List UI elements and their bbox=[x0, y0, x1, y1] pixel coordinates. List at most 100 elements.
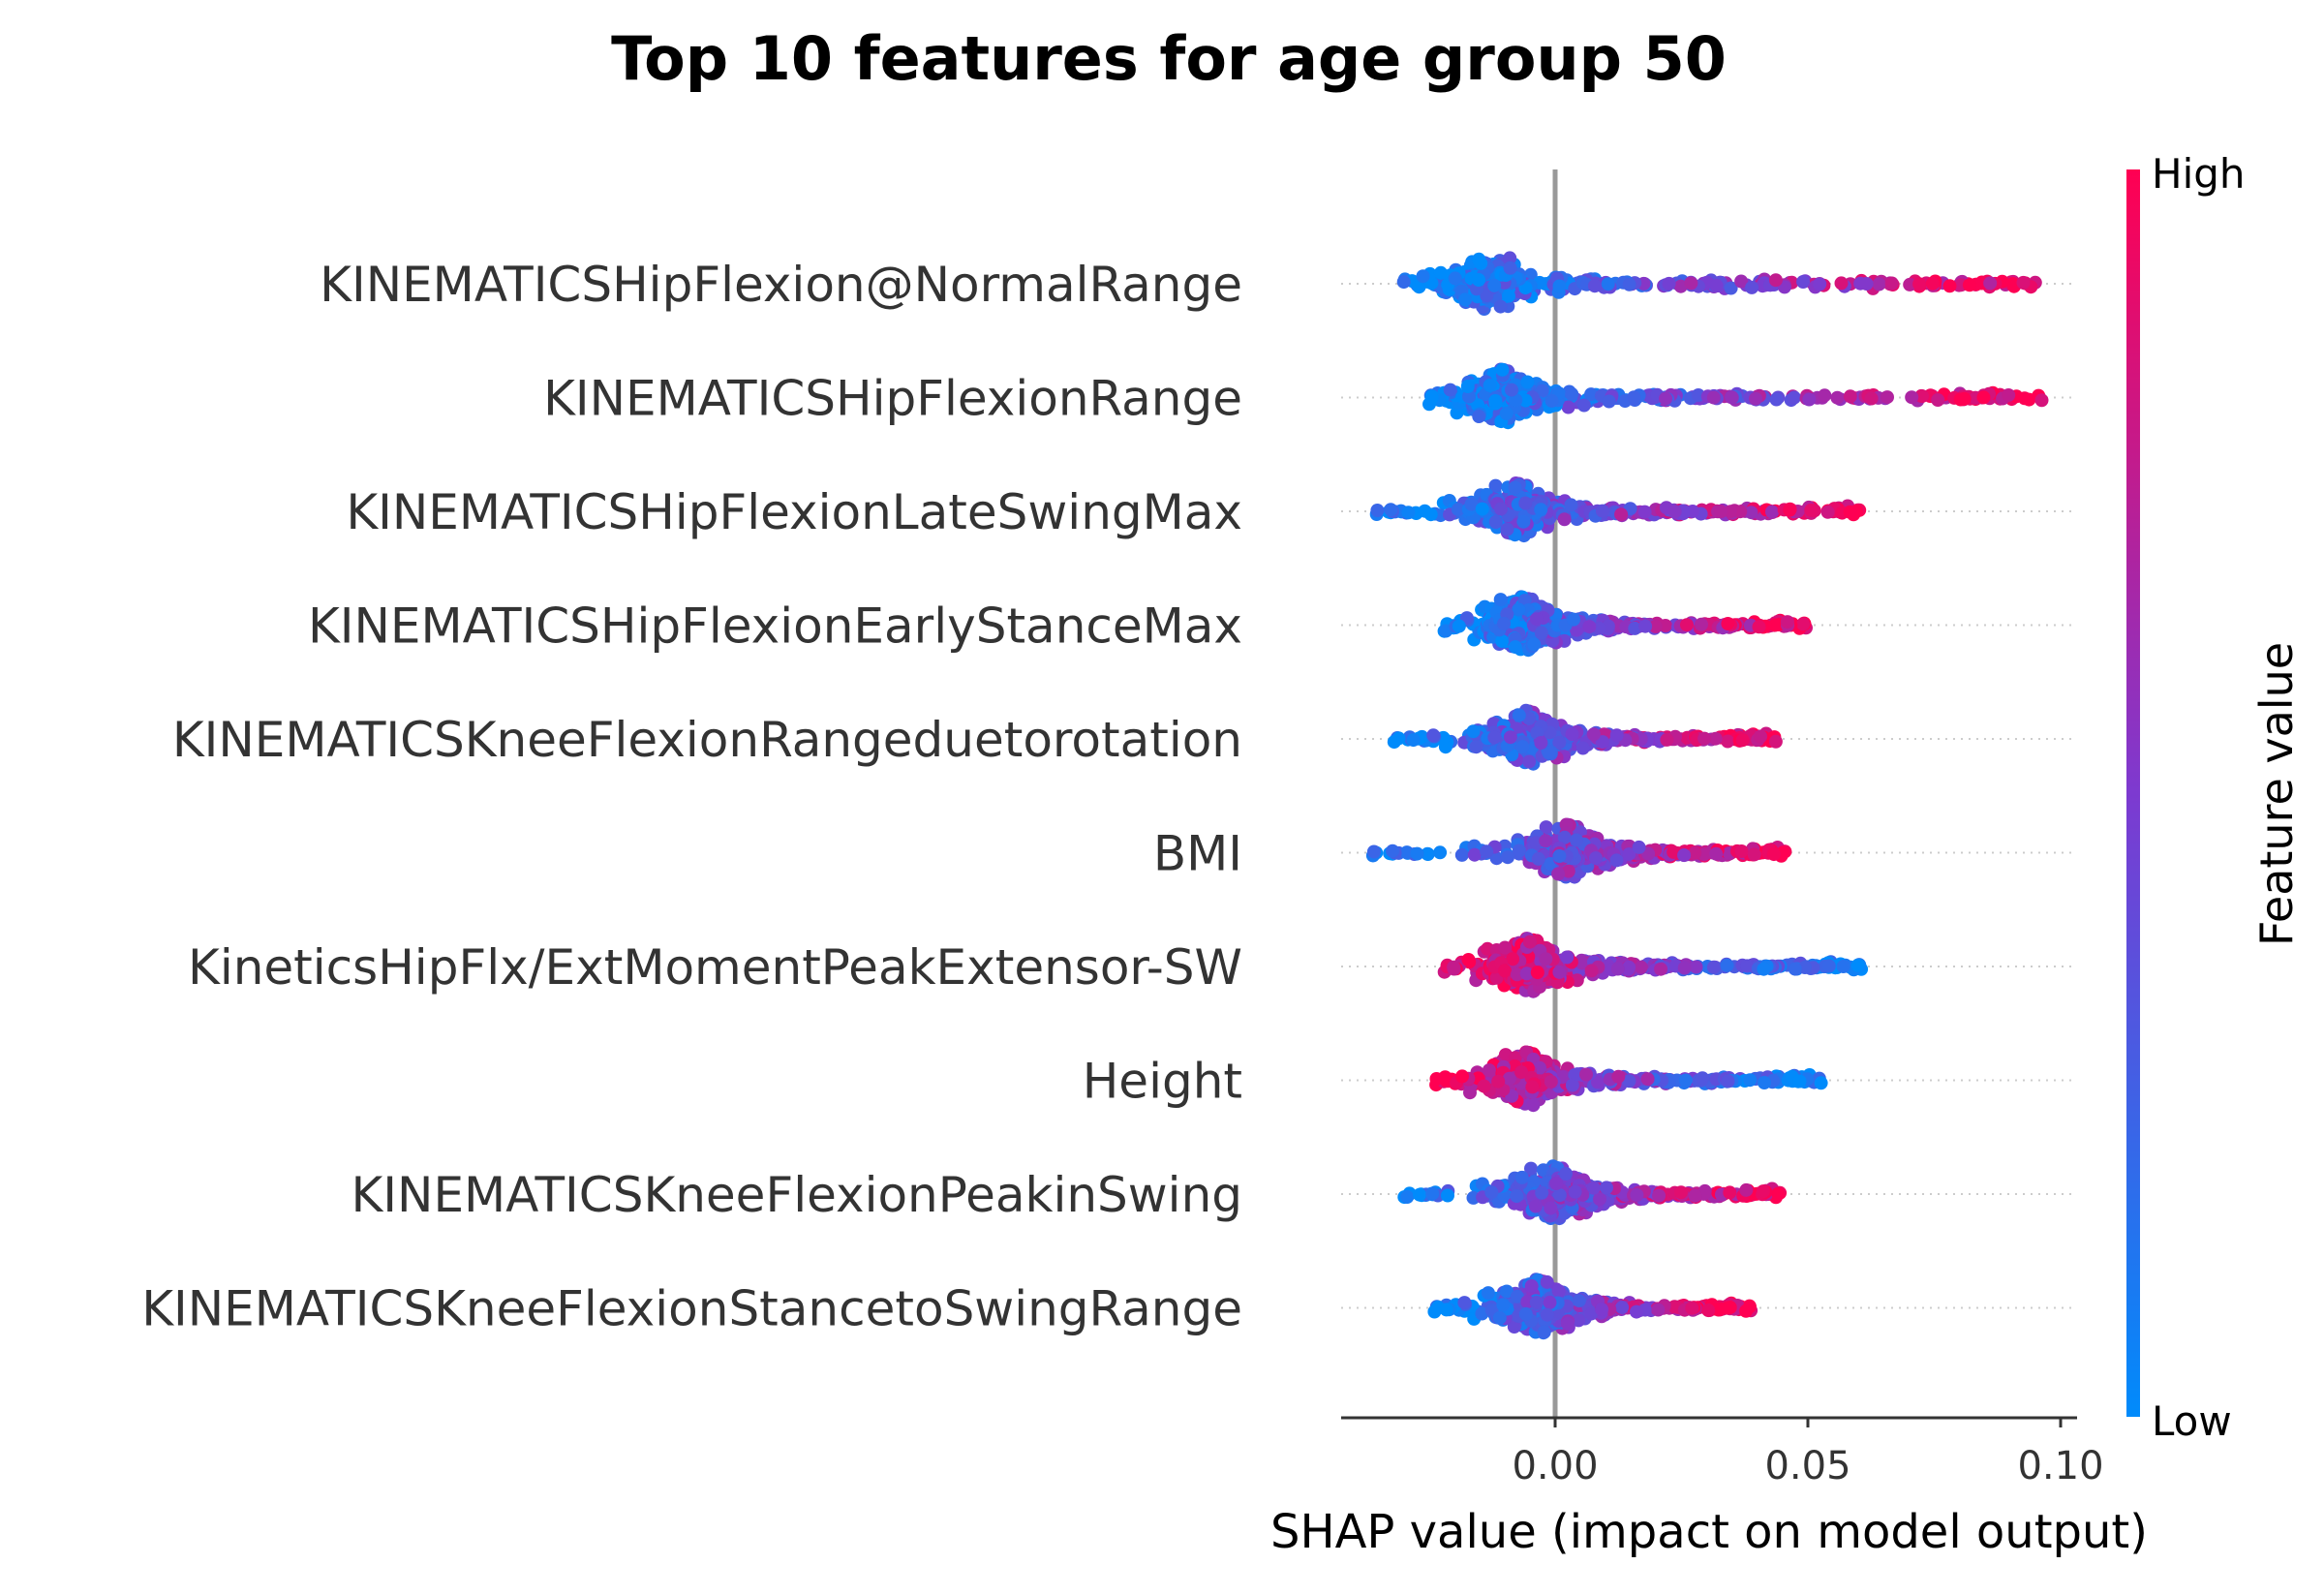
shap-point bbox=[1433, 265, 1448, 280]
shap-point bbox=[1674, 1185, 1688, 1200]
shap-point bbox=[1614, 507, 1629, 522]
shap-point bbox=[1552, 279, 1567, 293]
shap-point bbox=[1721, 617, 1735, 630]
shap-point bbox=[1475, 502, 1489, 516]
shap-point bbox=[1462, 389, 1476, 404]
shap-point bbox=[1659, 391, 1672, 406]
shap-point bbox=[1527, 637, 1542, 652]
shap-point bbox=[1850, 958, 1865, 972]
shap-point bbox=[1503, 251, 1517, 265]
shap-point bbox=[1461, 953, 1476, 966]
shap-point bbox=[1714, 505, 1728, 519]
shap-point bbox=[1804, 503, 1819, 517]
shap-point bbox=[1467, 847, 1482, 862]
shap-point bbox=[1834, 276, 1849, 291]
shap-point bbox=[1426, 728, 1441, 743]
shap-point bbox=[1586, 727, 1601, 742]
shap-point bbox=[1739, 1182, 1754, 1197]
shap-point bbox=[1766, 847, 1781, 862]
shap-point bbox=[1912, 277, 1927, 291]
shap-point bbox=[1611, 1069, 1626, 1084]
shap-point bbox=[1503, 261, 1517, 275]
shap-point bbox=[1460, 380, 1475, 393]
shap-point bbox=[1697, 731, 1712, 746]
shap-point bbox=[1370, 504, 1385, 517]
shap-point bbox=[1406, 733, 1421, 748]
shap-point bbox=[1720, 958, 1734, 972]
shap-point bbox=[1677, 848, 1692, 863]
beeswarm-points bbox=[1365, 251, 2049, 1340]
shap-point bbox=[1610, 962, 1625, 976]
shap-point bbox=[1769, 392, 1784, 407]
shap-point bbox=[1466, 724, 1481, 739]
shap-point bbox=[1526, 1098, 1541, 1113]
shap-point bbox=[1630, 1188, 1644, 1202]
shap-point bbox=[1575, 741, 1590, 755]
shap-point bbox=[1962, 278, 1976, 292]
shap-point bbox=[1505, 383, 1518, 397]
shap-point bbox=[1549, 1177, 1564, 1190]
shap-point bbox=[1480, 844, 1494, 859]
shap-point bbox=[1734, 844, 1749, 858]
shap-point bbox=[1627, 390, 1641, 405]
shap-point bbox=[1706, 390, 1721, 405]
shap-point bbox=[2016, 275, 2031, 290]
shap-point bbox=[1425, 1186, 1440, 1201]
shap-point bbox=[1515, 740, 1530, 754]
shap-point bbox=[1561, 400, 1575, 414]
shap-point bbox=[1638, 619, 1653, 633]
shap-point bbox=[1557, 512, 1572, 527]
shap-point bbox=[1522, 935, 1537, 949]
shap-point bbox=[1843, 389, 1857, 404]
shap-point bbox=[1584, 964, 1599, 978]
shap-point bbox=[1520, 375, 1535, 389]
shap-point bbox=[1560, 950, 1575, 965]
shap-point bbox=[1747, 847, 1761, 862]
shap-point bbox=[1509, 393, 1523, 408]
shap-point bbox=[1501, 850, 1514, 865]
shap-point bbox=[1678, 1073, 1693, 1088]
shap-point bbox=[1534, 503, 1548, 517]
shap-point bbox=[1771, 1186, 1786, 1201]
shap-point bbox=[1749, 391, 1762, 406]
shap-point bbox=[1539, 952, 1553, 966]
shap-point bbox=[1455, 1069, 1469, 1084]
shap-point bbox=[1931, 393, 1945, 407]
shap-point bbox=[1544, 1075, 1558, 1089]
shap-point bbox=[1502, 289, 1515, 303]
shap-point bbox=[1905, 390, 1919, 405]
shap-point bbox=[1508, 640, 1522, 655]
shap-point bbox=[1366, 844, 1381, 859]
shap-point bbox=[1568, 1184, 1582, 1199]
shap-point bbox=[1684, 276, 1698, 291]
shap-point bbox=[1706, 960, 1721, 974]
shap-point bbox=[1423, 507, 1438, 522]
shap-point bbox=[1757, 962, 1771, 976]
shap-point bbox=[1508, 480, 1522, 495]
shap-point bbox=[1551, 867, 1566, 881]
shap-point bbox=[1677, 961, 1692, 975]
shap-point bbox=[1552, 849, 1567, 863]
shap-point bbox=[1401, 506, 1416, 520]
shap-point bbox=[1552, 965, 1567, 979]
shap-point bbox=[1872, 277, 1886, 291]
shap-point bbox=[1673, 279, 1688, 293]
shap-point bbox=[1458, 292, 1473, 307]
shap-point bbox=[1544, 393, 1559, 408]
shap-point bbox=[1495, 634, 1510, 648]
shap-point bbox=[1564, 498, 1578, 512]
shap-point bbox=[1500, 522, 1514, 537]
shap-point bbox=[1734, 274, 1749, 289]
shap-point bbox=[1518, 496, 1533, 510]
shap-point bbox=[1820, 505, 1835, 519]
shap-point bbox=[1792, 1074, 1807, 1089]
shap-point bbox=[1433, 845, 1448, 860]
shap-point bbox=[1570, 833, 1583, 847]
shap-point bbox=[1503, 730, 1517, 745]
shap-point bbox=[1667, 505, 1682, 519]
shap-point bbox=[1680, 618, 1694, 632]
shap-point bbox=[1609, 728, 1624, 743]
shap-point bbox=[1634, 960, 1648, 974]
shap-point bbox=[1452, 619, 1466, 633]
shap-point bbox=[1723, 1185, 1737, 1200]
